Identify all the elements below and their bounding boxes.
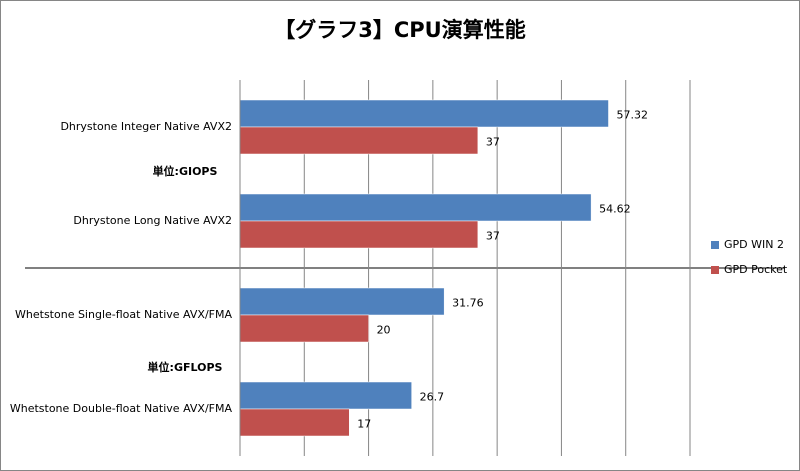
legend-label: GPD Pocket [724, 263, 788, 276]
bar [239, 126, 479, 155]
y-tick-label: Dhrystone Long Native AVX2 [73, 214, 232, 227]
value-label: 20 [377, 324, 391, 337]
legend-label: GPD WIN 2 [724, 238, 784, 251]
value-label: 26.7 [420, 391, 445, 404]
value-label: 37 [486, 230, 500, 243]
y-tick-label: Whetstone Single-float Native AVX/FMA [15, 308, 232, 321]
value-label: 57.32 [616, 109, 648, 122]
unit-label: 単位:GFLOPS [148, 360, 223, 374]
bar [239, 408, 350, 437]
bar [239, 381, 412, 410]
legend-swatch [711, 241, 719, 249]
y-tick-label: Dhrystone Integer Native AVX2 [60, 120, 232, 133]
value-label: 37 [486, 136, 500, 149]
chart-title: 【グラフ3】CPU演算性能 [274, 18, 525, 42]
y-tick-label: Whetstone Double-float Native AVX/FMA [10, 402, 233, 415]
bar [239, 287, 445, 316]
unit-label: 単位:GIOPS [153, 164, 218, 178]
legend-swatch [711, 266, 719, 274]
bar [239, 314, 369, 343]
bar [239, 193, 592, 222]
value-label: 54.62 [599, 203, 631, 216]
value-label: 31.76 [452, 297, 484, 310]
bar [239, 220, 479, 249]
value-label: 17 [357, 418, 371, 431]
bar [239, 99, 609, 128]
